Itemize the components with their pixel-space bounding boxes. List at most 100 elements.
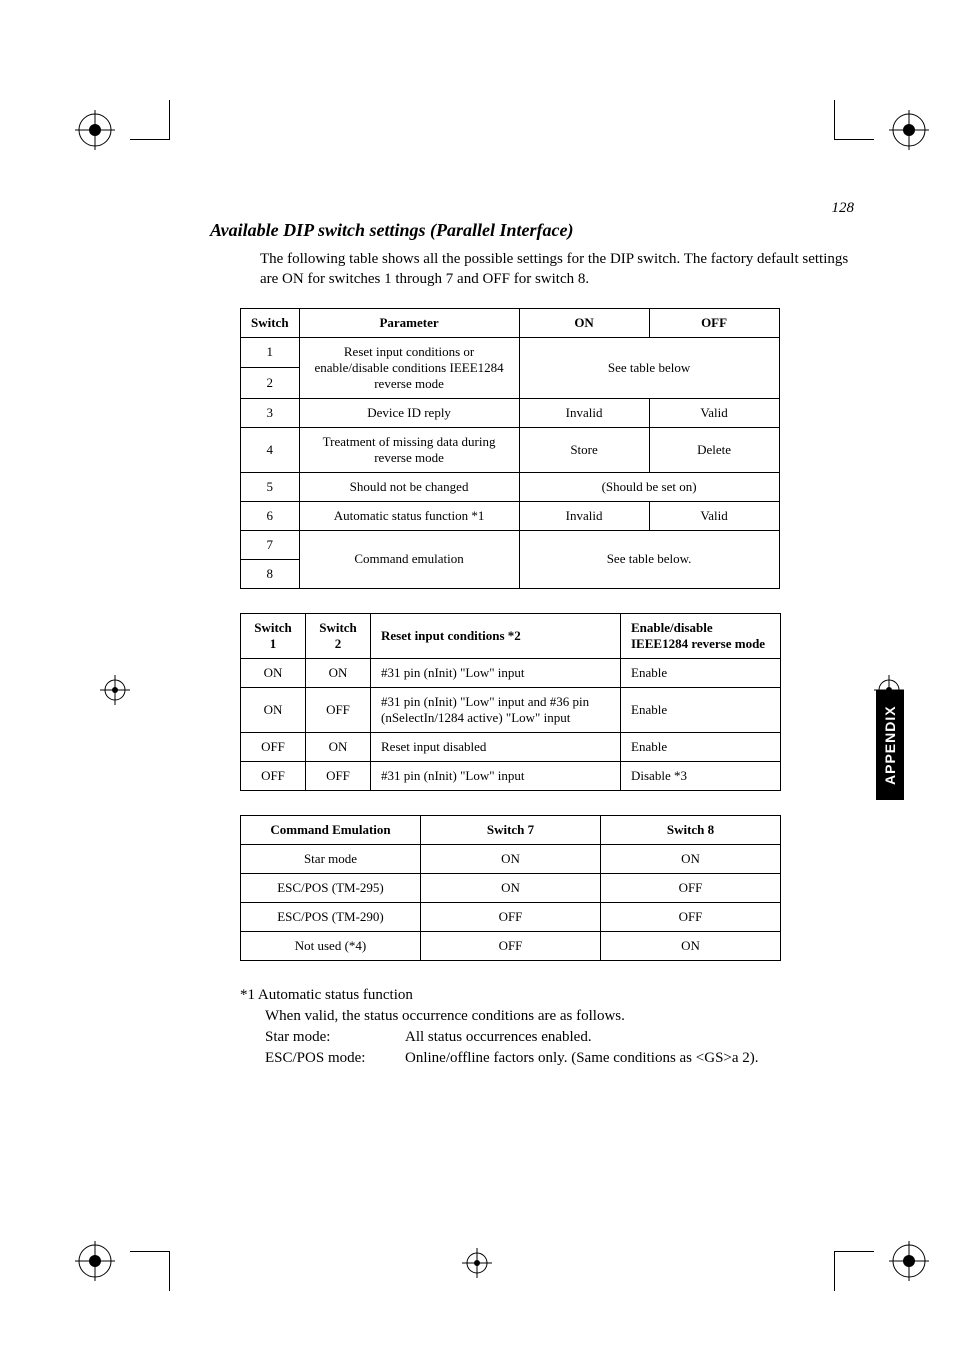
cell: #31 pin (nInit) "Low" input and #36 pin … bbox=[371, 687, 621, 732]
table-row: 1 Reset input conditions or enable/disab… bbox=[241, 337, 780, 368]
reg-mark-tl bbox=[75, 110, 115, 150]
col-header: Switch 2 bbox=[306, 613, 371, 658]
cell: Automatic status function *1 bbox=[299, 501, 519, 530]
cell: OFF bbox=[601, 902, 781, 931]
footnote-head: *1 Automatic status function bbox=[240, 985, 850, 1006]
table-row: 4 Treatment of missing data during rever… bbox=[241, 427, 780, 472]
cell: Treatment of missing data during reverse… bbox=[299, 427, 519, 472]
cell: ON bbox=[306, 658, 371, 687]
cell: OFF bbox=[241, 732, 306, 761]
col-header: ON bbox=[519, 308, 649, 337]
table-row: 5 Should not be changed (Should be set o… bbox=[241, 472, 780, 501]
cell: OFF bbox=[306, 687, 371, 732]
table-row: Switch Parameter ON OFF bbox=[241, 308, 780, 337]
cell: Enable bbox=[621, 687, 781, 732]
cell: ON bbox=[601, 844, 781, 873]
col-header: Switch 8 bbox=[601, 815, 781, 844]
cell: 7 bbox=[241, 530, 300, 559]
footnote-text: Online/offline factors only. (Same condi… bbox=[405, 1048, 759, 1069]
cell: OFF bbox=[241, 761, 306, 790]
table-row: OFF ON Reset input disabled Enable bbox=[241, 732, 781, 761]
cell: ON bbox=[241, 687, 306, 732]
table-row: Not used (*4) OFF ON bbox=[241, 931, 781, 960]
center-target-bottom bbox=[462, 1248, 492, 1283]
footnote-text: All status occurrences enabled. bbox=[405, 1027, 592, 1048]
cell: ESC/POS (TM-290) bbox=[241, 902, 421, 931]
table-row: ESC/POS (TM-295) ON OFF bbox=[241, 873, 781, 902]
table-row: ESC/POS (TM-290) OFF OFF bbox=[241, 902, 781, 931]
cell: (Should be set on) bbox=[519, 472, 779, 501]
cell: Device ID reply bbox=[299, 398, 519, 427]
cell: OFF bbox=[306, 761, 371, 790]
dip-switch-table: Switch Parameter ON OFF 1 Reset input co… bbox=[240, 308, 780, 589]
section-title: Available DIP switch settings (Parallel … bbox=[210, 220, 850, 241]
table-row: Star mode ON ON bbox=[241, 844, 781, 873]
cell: Delete bbox=[649, 427, 779, 472]
page-content: Available DIP switch settings (Parallel … bbox=[210, 220, 850, 1069]
cell: Reset input disabled bbox=[371, 732, 621, 761]
crop-mark bbox=[130, 1251, 170, 1291]
cell: 1 bbox=[241, 337, 300, 368]
cell: #31 pin (nInit) "Low" input bbox=[371, 761, 621, 790]
cell: Star mode bbox=[241, 844, 421, 873]
cell: Should not be changed bbox=[299, 472, 519, 501]
cell: Valid bbox=[649, 398, 779, 427]
cell: OFF bbox=[601, 873, 781, 902]
table-row: 3 Device ID reply Invalid Valid bbox=[241, 398, 780, 427]
col-header: Command Emulation bbox=[241, 815, 421, 844]
cell: ON bbox=[421, 844, 601, 873]
cell: Valid bbox=[649, 501, 779, 530]
crop-mark bbox=[130, 100, 170, 140]
col-header: OFF bbox=[649, 308, 779, 337]
cell: OFF bbox=[421, 902, 601, 931]
cell: Disable *3 bbox=[621, 761, 781, 790]
cell: ON bbox=[421, 873, 601, 902]
table-row: ON OFF #31 pin (nInit) "Low" input and #… bbox=[241, 687, 781, 732]
col-header: Switch bbox=[241, 308, 300, 337]
cell: Enable bbox=[621, 658, 781, 687]
cell: #31 pin (nInit) "Low" input bbox=[371, 658, 621, 687]
footnote: *1 Automatic status function When valid,… bbox=[240, 985, 850, 1069]
appendix-tab: APPENDIX bbox=[876, 690, 904, 800]
cell: ON bbox=[241, 658, 306, 687]
reg-mark-bl bbox=[75, 1241, 115, 1281]
reg-mark-br bbox=[889, 1241, 929, 1281]
cell: 4 bbox=[241, 427, 300, 472]
col-header: Parameter bbox=[299, 308, 519, 337]
reg-mark-tr bbox=[889, 110, 929, 150]
intro-text: The following table shows all the possib… bbox=[260, 249, 850, 290]
footnote-label: Star mode: bbox=[265, 1027, 405, 1048]
cell: Reset input conditions or enable/disable… bbox=[299, 337, 519, 398]
cell: ESC/POS (TM-295) bbox=[241, 873, 421, 902]
table-row: Switch 1 Switch 2 Reset input conditions… bbox=[241, 613, 781, 658]
cell: See table below bbox=[519, 337, 779, 398]
footnote-label: ESC/POS mode: bbox=[265, 1048, 405, 1069]
cell: Enable bbox=[621, 732, 781, 761]
table-row: 6 Automatic status function *1 Invalid V… bbox=[241, 501, 780, 530]
cell: 6 bbox=[241, 501, 300, 530]
table-row: ON ON #31 pin (nInit) "Low" input Enable bbox=[241, 658, 781, 687]
command-emulation-table: Command Emulation Switch 7 Switch 8 Star… bbox=[240, 815, 781, 961]
table-row: 7 Command emulation See table below. bbox=[241, 530, 780, 559]
crop-mark bbox=[834, 1251, 874, 1291]
cell: Store bbox=[519, 427, 649, 472]
col-header: Switch 1 bbox=[241, 613, 306, 658]
cell: 8 bbox=[241, 559, 300, 588]
col-header: Enable/disable IEEE1284 reverse mode bbox=[621, 613, 781, 658]
table-row: Command Emulation Switch 7 Switch 8 bbox=[241, 815, 781, 844]
cell: 3 bbox=[241, 398, 300, 427]
cell: Invalid bbox=[519, 398, 649, 427]
col-header: Switch 7 bbox=[421, 815, 601, 844]
cell: ON bbox=[306, 732, 371, 761]
cell: Not used (*4) bbox=[241, 931, 421, 960]
cell: Command emulation bbox=[299, 530, 519, 588]
crop-mark bbox=[834, 100, 874, 140]
cell: 5 bbox=[241, 472, 300, 501]
cell: Invalid bbox=[519, 501, 649, 530]
page-number: 128 bbox=[832, 200, 855, 217]
cell: ON bbox=[601, 931, 781, 960]
cell: 2 bbox=[241, 368, 300, 399]
cell: OFF bbox=[421, 931, 601, 960]
table-row: OFF OFF #31 pin (nInit) "Low" input Disa… bbox=[241, 761, 781, 790]
side-cross-left bbox=[100, 675, 130, 710]
